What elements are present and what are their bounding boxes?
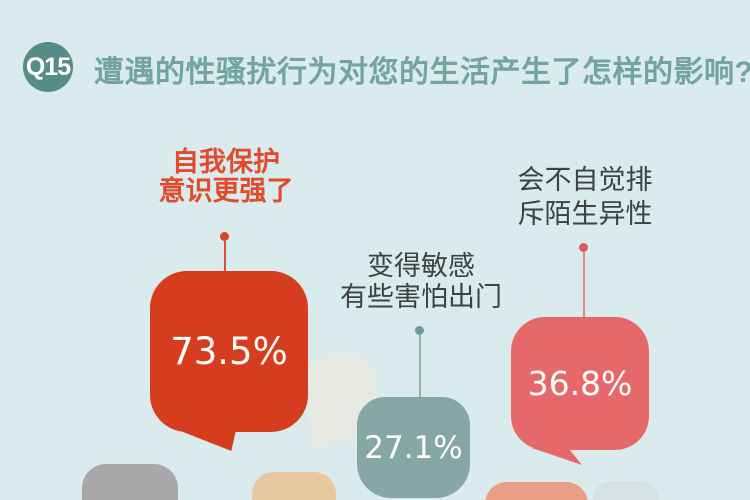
stat-label-line2: 有些害怕出门	[340, 282, 502, 312]
stat-label-line1: 变得敏感	[367, 251, 475, 281]
stat-label: 自我保护 意识更强了	[126, 148, 326, 206]
connector-line	[419, 335, 421, 397]
page-title: 遭遇的性骚扰行为对您的生活产生了怎样的影响?	[94, 56, 750, 89]
stat-label: 变得敏感 有些害怕出门	[325, 251, 517, 313]
stat-label: 会不自觉排 斥陌生异性	[493, 163, 677, 231]
connector-line	[583, 252, 585, 317]
stat-value: 36.8%	[527, 364, 633, 403]
background-bubble-salmon	[485, 482, 588, 500]
connector-dot	[579, 243, 588, 252]
stat-label-line1: 自我保护	[172, 147, 280, 177]
speech-bubble: 36.8%	[511, 317, 649, 450]
stat-label-line1: 会不自觉排	[517, 165, 653, 195]
background-bubble-misty-tail	[310, 439, 336, 453]
connector-dot	[415, 326, 424, 335]
question-number-badge: Q15	[23, 42, 73, 92]
connector-dot	[220, 232, 229, 241]
speech-bubble: 73.5%	[150, 271, 308, 432]
speech-bubble-tail	[532, 448, 582, 465]
background-bubble-pale-blue	[593, 481, 659, 500]
connector-line	[224, 241, 226, 272]
stat-label-line2: 斥陌生异性	[517, 199, 653, 229]
stat-value: 73.5%	[170, 330, 288, 373]
stat-label-line2: 意识更强了	[158, 176, 294, 206]
background-bubble-tan	[252, 472, 336, 500]
speech-bubble-tail	[178, 430, 236, 451]
stat-value: 27.1%	[364, 429, 463, 466]
speech-bubble: 27.1%	[357, 397, 470, 498]
background-bubble-gray	[82, 464, 178, 500]
